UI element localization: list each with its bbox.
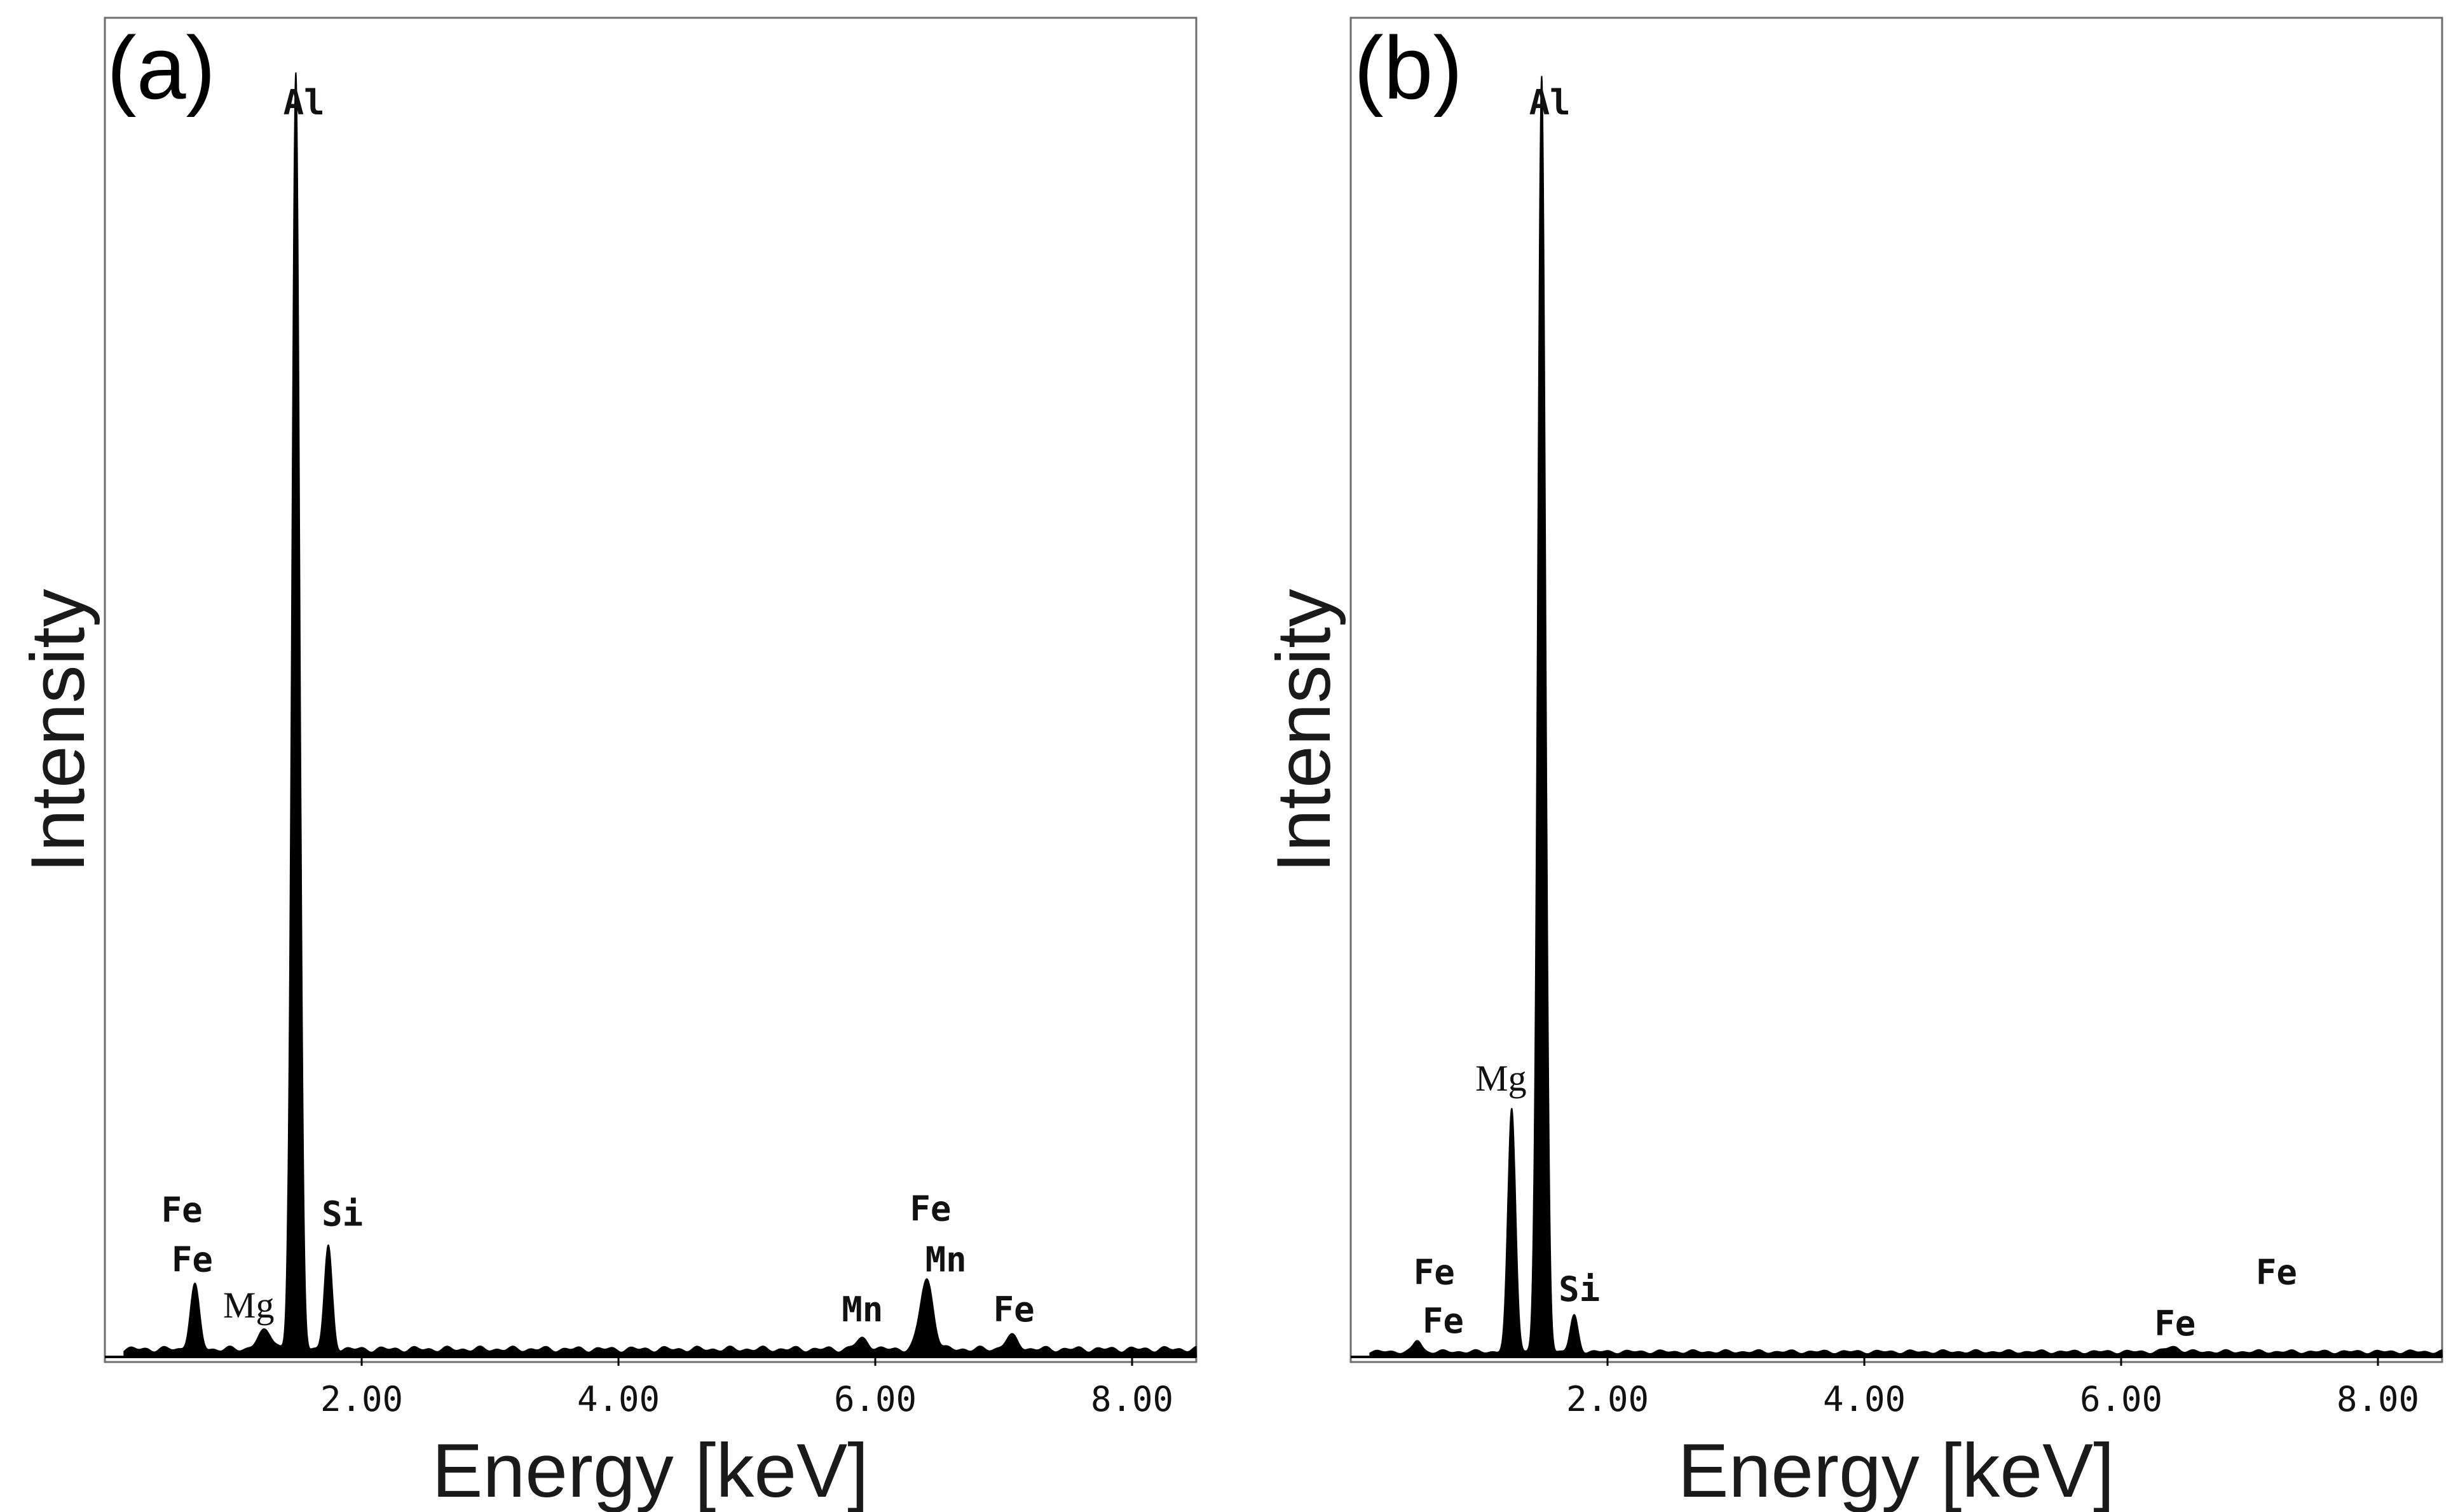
panel-a-peak-label: Mn (925, 1240, 967, 1280)
panel-a-peak-label: Fe (172, 1240, 213, 1280)
panel-b: (b) Intensity Energy [keV] 2.00 4.00 6.00 8… (1261, 17, 2443, 1512)
panel-b-peak-label: Fe (2256, 1253, 2297, 1293)
panel-b-ticks: 2.00 4.00 6.00 8.00 (1566, 1357, 2419, 1419)
panel-b-y-axis-label: Intensity (1261, 589, 1346, 873)
panel-a-peak-label: Fe (910, 1189, 951, 1229)
panel-a-peak-label: Fe (161, 1190, 203, 1230)
panel-a-peak-label: Mn (842, 1290, 883, 1330)
panel-b-spectrum (1369, 76, 2443, 1358)
panel-a-peak-label: Si (322, 1194, 363, 1234)
panel-b-label: (b) (1354, 18, 1463, 118)
panel-b-peak-label: Fe (2154, 1304, 2195, 1344)
panel-a: (a) Intensity Energy [keV] 2.00 4.00 6.00 8… (15, 17, 1198, 1512)
panel-a-x-tick-label: 8.00 (1091, 1379, 1173, 1419)
panel-b-x-tick-label: 6.00 (2080, 1379, 2162, 1419)
panel-b-peak-label: Si (1559, 1269, 1600, 1309)
panel-a-x-tick-label: 6.00 (834, 1379, 917, 1419)
panel-a-frame (104, 17, 1198, 1363)
panel-b-peak-label: Fe (1414, 1253, 1455, 1293)
panel-a-ticks: 2.00 4.00 6.00 8.00 (320, 1357, 1173, 1419)
panel-b-peak-label: Mg (1475, 1058, 1527, 1099)
panel-b-frame (1349, 17, 2443, 1363)
panel-b-x-tick-label: 8.00 (2337, 1379, 2419, 1419)
panel-a-spectrum (123, 72, 1198, 1358)
panel-b-peak-label: Fe (1423, 1301, 1464, 1341)
panel-a-peak-label: Mg (223, 1284, 275, 1326)
panel-a-x-axis-label: Energy [keV] (432, 1428, 868, 1512)
panel-a-label: (a) (107, 18, 215, 118)
panel-a-peak-label: Fe (993, 1290, 1035, 1330)
panel-b-x-axis-label: Energy [keV] (1677, 1428, 2114, 1512)
panel-a-x-tick-label: 4.00 (577, 1379, 660, 1419)
panel-a-y-axis-label: Intensity (15, 589, 100, 873)
panel-b-x-tick-label: 2.00 (1566, 1379, 1649, 1419)
panel-b-peak-labels: Al Mg Fe Fe Si Fe Fe (1414, 83, 2297, 1344)
panel-b-x-tick-label: 4.00 (1823, 1379, 1906, 1419)
panel-a-peak-label: Al (283, 83, 325, 123)
panel-b-peak-label: Al (1529, 83, 1571, 123)
panel-a-x-tick-label: 2.00 (320, 1379, 403, 1419)
